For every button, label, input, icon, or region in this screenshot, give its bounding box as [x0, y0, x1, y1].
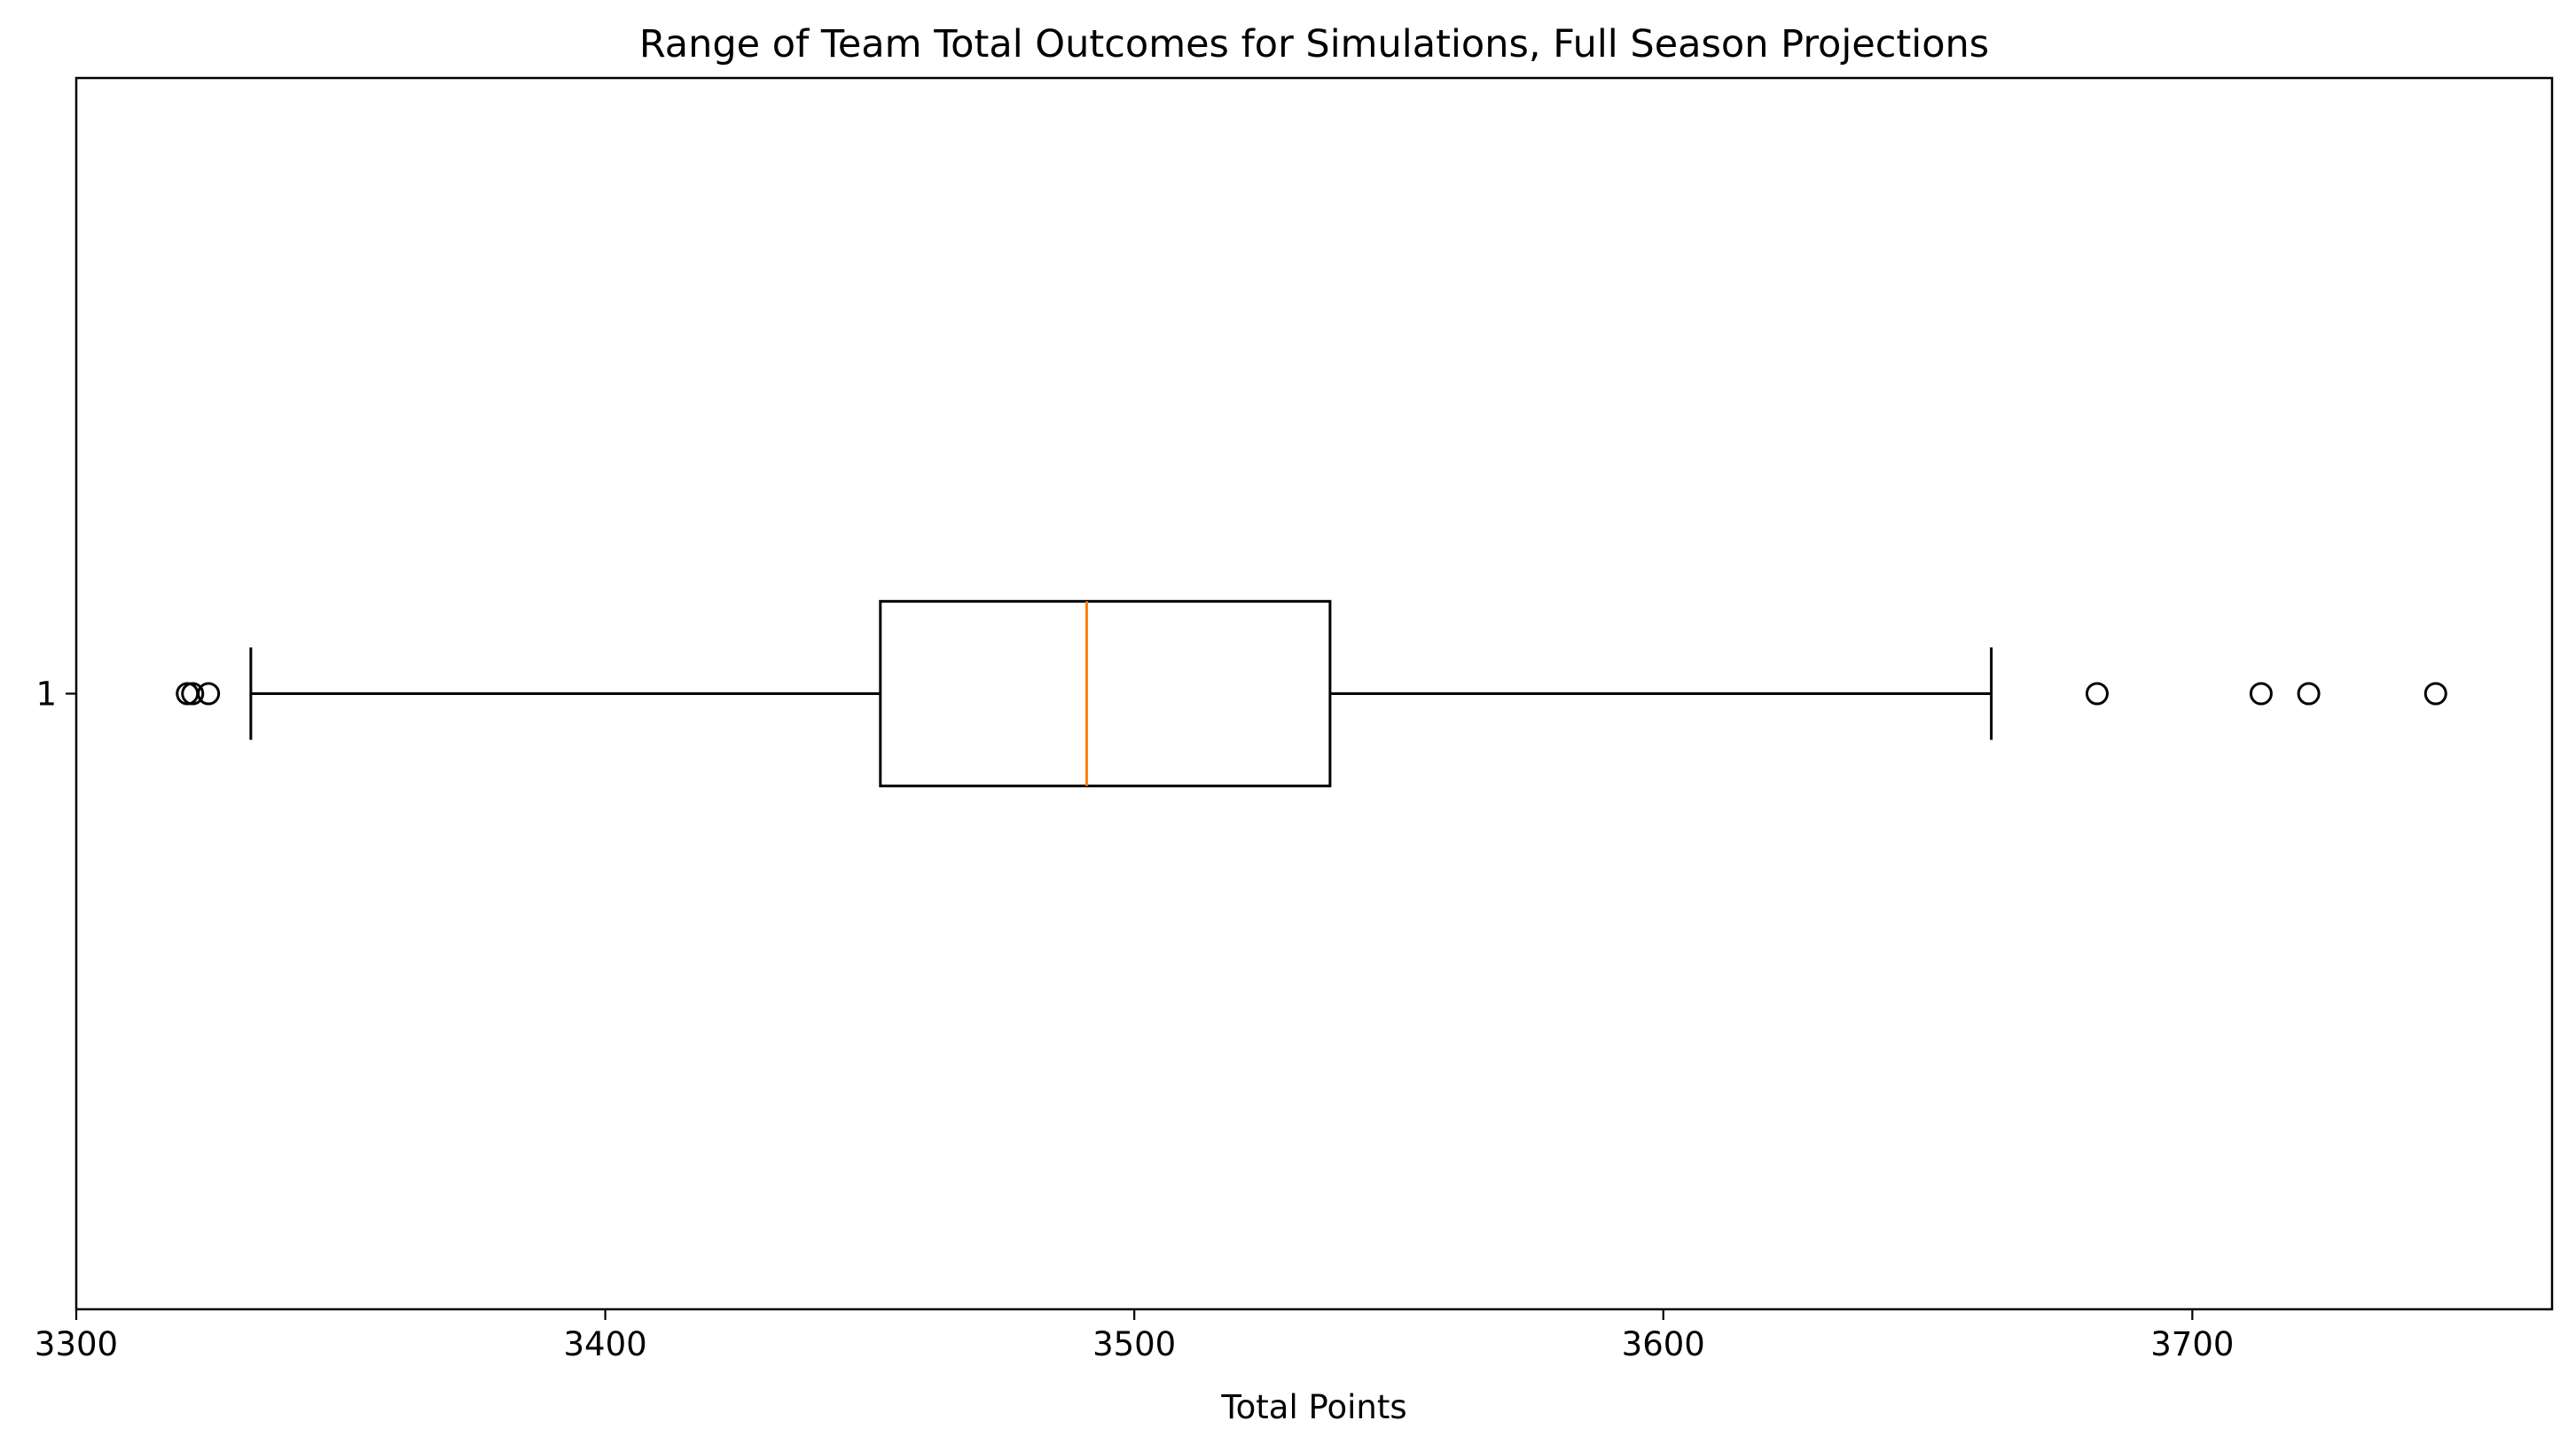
- plot-area: [176, 599, 2447, 788]
- outlier-point: [2249, 682, 2273, 706]
- iqr-box: [879, 599, 1332, 788]
- x-tick-label: 3700: [2150, 1325, 2234, 1363]
- outlier-point: [2423, 682, 2447, 706]
- outlier-point: [197, 682, 221, 706]
- y-axis: 1: [35, 675, 76, 714]
- outlier-point: [181, 682, 205, 706]
- x-tick-label: 3500: [1092, 1325, 1176, 1363]
- x-tick-label: 3600: [1622, 1325, 1705, 1363]
- outlier-point: [2085, 682, 2109, 706]
- x-axis-label: Total Points: [1220, 1388, 1406, 1426]
- y-tick-label: 1: [35, 675, 57, 714]
- outlier-point: [2297, 682, 2321, 706]
- x-axis: 3300 3400 3500 3600 3700: [35, 1309, 2234, 1363]
- x-tick-label: 3400: [563, 1325, 646, 1363]
- chart-title: Range of Team Total Outcomes for Simulat…: [639, 22, 1989, 66]
- x-tick-label: 3300: [35, 1325, 118, 1363]
